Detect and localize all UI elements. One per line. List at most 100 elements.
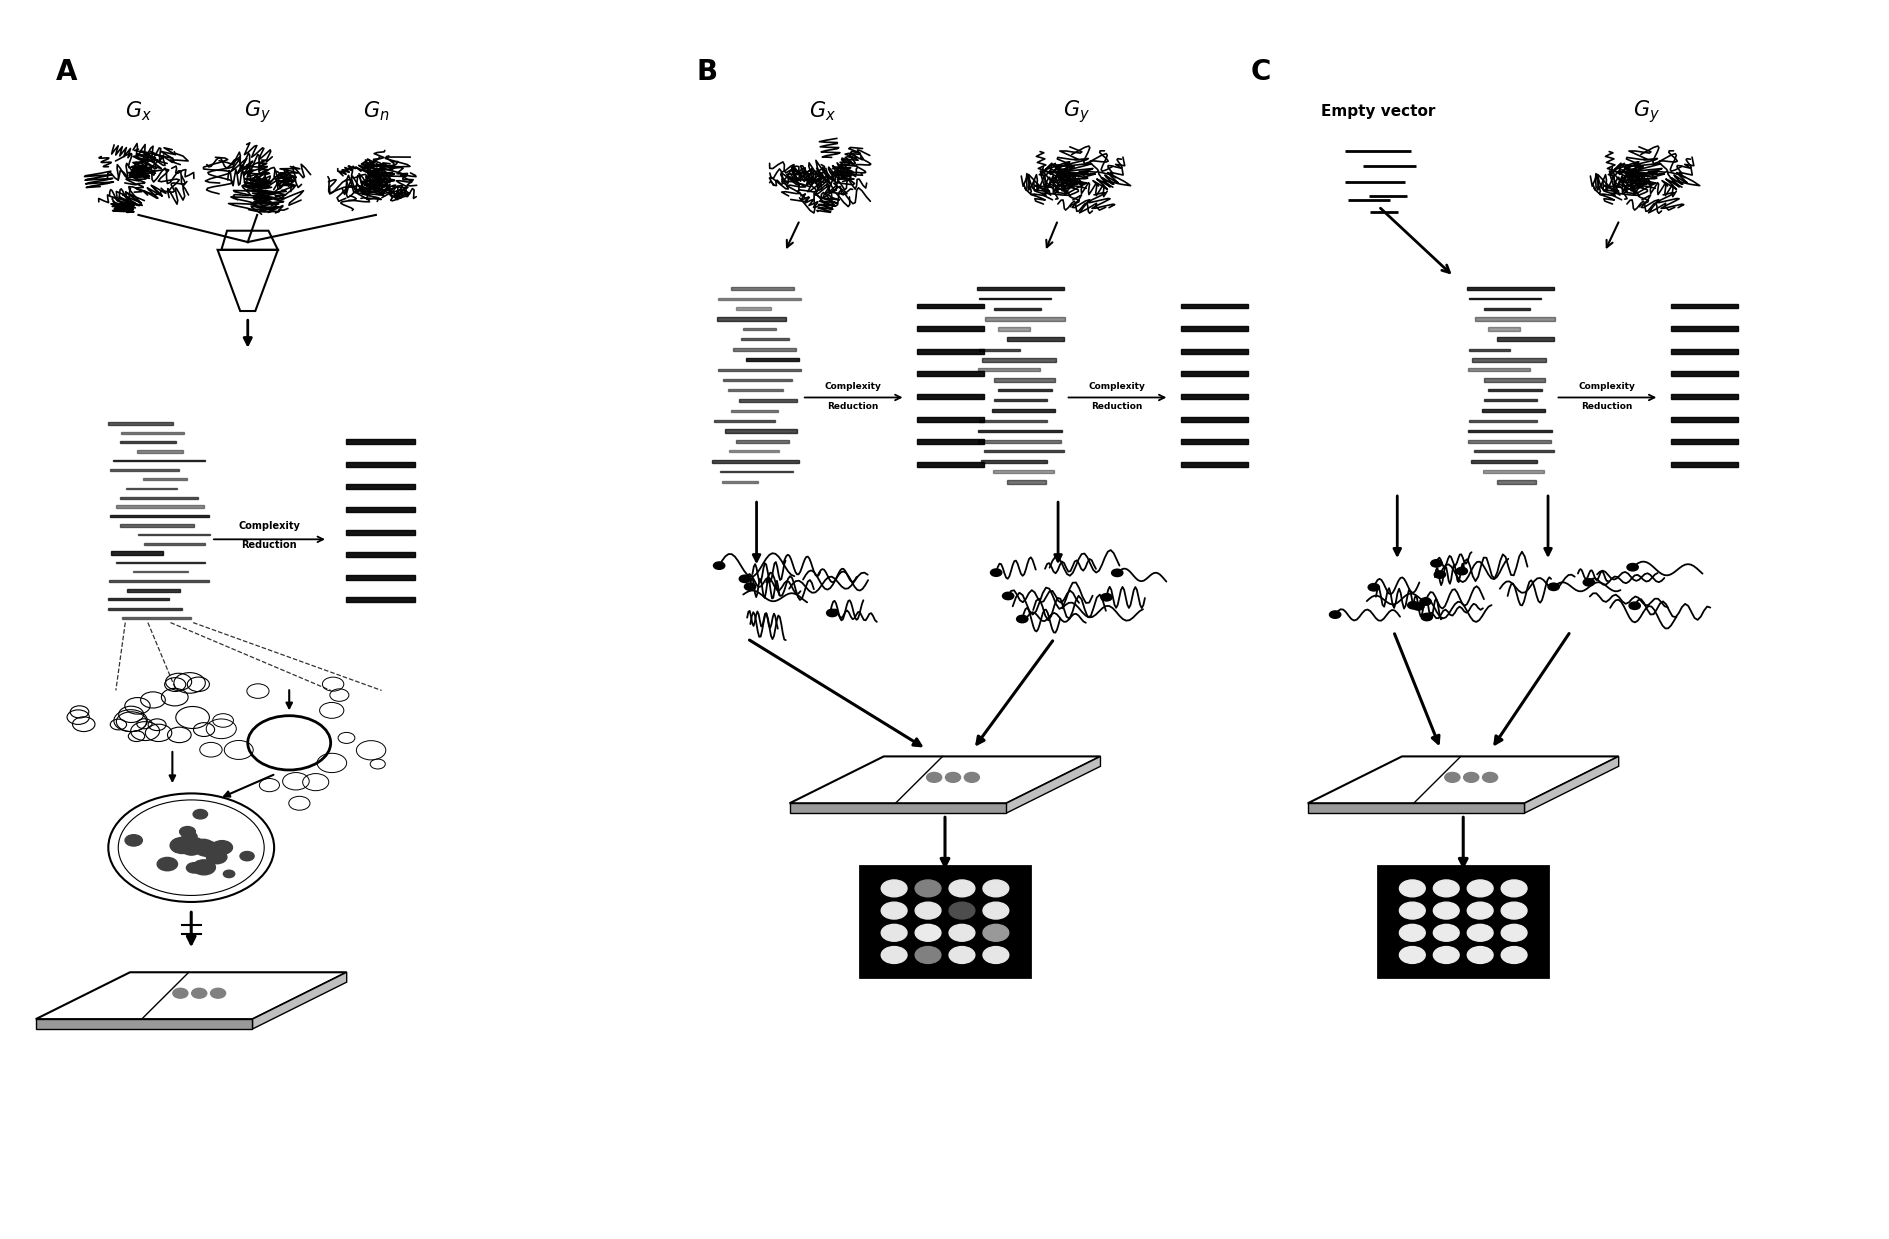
Bar — [723, 379, 791, 382]
Circle shape — [948, 902, 975, 919]
Bar — [108, 422, 174, 425]
Circle shape — [744, 584, 756, 591]
Bar — [127, 487, 176, 489]
Text: Complexity: Complexity — [824, 382, 880, 390]
Bar — [1670, 326, 1736, 331]
Bar — [121, 441, 176, 444]
Circle shape — [187, 862, 202, 873]
Bar — [346, 575, 416, 580]
Circle shape — [191, 989, 206, 999]
Bar — [916, 394, 984, 399]
Bar — [108, 607, 183, 610]
Polygon shape — [253, 973, 346, 1030]
Circle shape — [172, 989, 187, 999]
Bar — [742, 328, 776, 331]
Circle shape — [212, 840, 232, 855]
Bar — [994, 307, 1041, 310]
Circle shape — [982, 924, 1009, 942]
Bar — [346, 462, 416, 467]
Bar — [916, 372, 984, 377]
Circle shape — [179, 839, 195, 847]
Circle shape — [181, 831, 196, 841]
Bar — [1466, 286, 1553, 290]
Circle shape — [1398, 947, 1424, 964]
Bar — [117, 561, 204, 564]
Circle shape — [1466, 947, 1492, 964]
Bar — [1007, 479, 1045, 483]
Bar — [121, 617, 191, 620]
Bar — [739, 399, 797, 401]
Polygon shape — [1307, 803, 1524, 813]
Text: A: A — [55, 58, 77, 87]
Bar — [346, 507, 416, 512]
Text: Reduction: Reduction — [827, 401, 878, 410]
Bar — [735, 307, 771, 310]
Bar — [729, 450, 778, 452]
Bar — [1483, 307, 1530, 310]
Polygon shape — [1005, 757, 1099, 813]
Bar — [916, 304, 984, 309]
Bar — [1181, 416, 1247, 421]
Circle shape — [880, 924, 907, 942]
Bar — [1670, 416, 1736, 421]
Circle shape — [944, 772, 960, 782]
Text: Reduction: Reduction — [242, 540, 297, 550]
Circle shape — [914, 924, 941, 942]
Text: Complexity: Complexity — [1088, 382, 1145, 390]
Bar — [977, 286, 1064, 290]
Circle shape — [1421, 613, 1432, 621]
Bar — [712, 460, 799, 463]
Bar — [979, 420, 1047, 421]
Bar — [916, 462, 984, 467]
Bar — [994, 378, 1054, 382]
Circle shape — [125, 835, 142, 846]
Circle shape — [914, 947, 941, 964]
Circle shape — [948, 947, 975, 964]
Polygon shape — [1307, 757, 1617, 803]
Bar — [992, 409, 1054, 411]
Bar — [737, 440, 790, 442]
Bar — [111, 551, 162, 555]
Bar — [117, 506, 204, 508]
Bar — [746, 358, 799, 362]
Circle shape — [1328, 611, 1339, 618]
Circle shape — [1462, 772, 1477, 782]
Circle shape — [1432, 880, 1458, 897]
Bar — [110, 515, 208, 518]
Bar — [1496, 337, 1553, 341]
Circle shape — [1626, 564, 1638, 571]
Bar — [113, 460, 206, 461]
Text: Reduction: Reduction — [1090, 401, 1141, 410]
Polygon shape — [790, 803, 1005, 813]
Bar — [132, 571, 187, 572]
Bar — [1468, 348, 1509, 351]
Bar — [984, 317, 1065, 321]
Polygon shape — [36, 1020, 253, 1030]
Bar — [722, 481, 757, 483]
Circle shape — [210, 989, 225, 999]
Text: Complexity: Complexity — [1577, 382, 1634, 390]
Circle shape — [1466, 924, 1492, 942]
Bar — [1473, 451, 1553, 452]
Bar — [346, 597, 416, 602]
Text: C: C — [1251, 58, 1269, 87]
Circle shape — [195, 841, 219, 856]
Bar — [997, 389, 1052, 392]
Bar — [1487, 389, 1541, 392]
Circle shape — [880, 947, 907, 964]
Bar — [1468, 297, 1540, 300]
Bar — [1670, 439, 1736, 444]
Bar — [1481, 409, 1545, 411]
Bar — [346, 553, 416, 558]
Bar — [121, 431, 185, 435]
Bar — [733, 348, 795, 351]
Circle shape — [157, 857, 178, 871]
Bar — [1670, 462, 1736, 467]
Bar — [1468, 368, 1528, 372]
Bar — [979, 368, 1039, 372]
Bar — [1487, 327, 1519, 331]
Bar — [1468, 440, 1551, 442]
Circle shape — [1398, 880, 1424, 897]
Polygon shape — [1524, 757, 1617, 813]
Bar — [720, 471, 791, 472]
